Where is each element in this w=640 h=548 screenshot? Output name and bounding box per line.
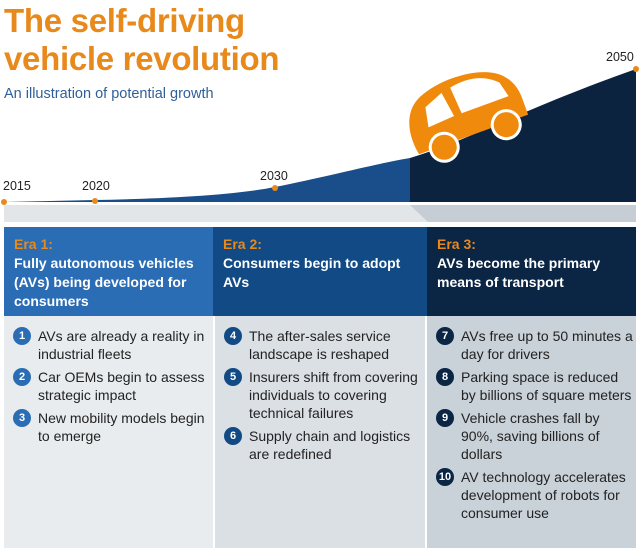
title-line-2: vehicle revolution	[4, 40, 280, 77]
era-description: Consumers begin to adopt AVs	[223, 255, 401, 290]
era-label: Era 2:	[223, 236, 262, 252]
point-2015	[1, 199, 7, 205]
list-item-text: Vehicle crashes fall by 90%, saving bill…	[461, 410, 600, 462]
title-line-1: The self-driving	[4, 2, 245, 39]
year-label: 2030	[260, 169, 288, 183]
era3-curve-area	[410, 69, 636, 202]
list-item-text: Supply chain and logistics are redefined	[249, 428, 411, 462]
list-item-text: AVs are already a reality in industrial …	[38, 328, 205, 362]
list-item: 8 Parking space is reduced by billions of…	[436, 368, 633, 404]
number-badge: 6	[224, 427, 242, 445]
point-2050	[633, 66, 639, 72]
era3-header: Era 3: AVs become the primary means of tr…	[427, 227, 636, 316]
list-item: 1 AVs are already a reality in industrial…	[13, 327, 210, 363]
era1-header: Era 1: Fully autonomous vehicles (AVs) be…	[4, 227, 213, 316]
era-label: Era 3:	[437, 236, 476, 252]
number-badge: 5	[224, 368, 242, 386]
number-badge: 8	[436, 368, 454, 386]
growth-curve-chart	[1, 66, 639, 222]
subtitle: An illustration of potential growth	[4, 86, 214, 102]
list-item-text: Insurers shift from covering individuals…	[249, 369, 418, 421]
list-item-text: New mobility models begin to emerge	[38, 410, 205, 444]
timeline-strip-shade	[410, 205, 636, 222]
list-item-text: AV technology accelerates development of…	[461, 469, 626, 521]
era2-list: 4 The after-sales service landscape is re…	[215, 316, 425, 548]
number-badge: 7	[436, 327, 454, 345]
list-item: 9 Vehicle crashes fall by 90%, saving bil…	[436, 409, 633, 463]
point-2020	[92, 198, 98, 204]
era-label: Era 1:	[14, 236, 53, 252]
list-item: 2 Car OEMs begin to assess strategic impa…	[13, 368, 210, 404]
list-item: 10 AV technology accelerates development …	[436, 468, 633, 522]
era2-header: Era 2: Consumers begin to adopt AVs	[213, 227, 427, 316]
number-badge: 3	[13, 409, 31, 427]
year-label: 2015	[3, 179, 31, 193]
list-item: 7 AVs free up to 50 minutes a day for dri…	[436, 327, 633, 363]
number-badge: 10	[436, 468, 454, 486]
year-label: 2050	[606, 50, 634, 64]
era-description: AVs become the primary means of transpor…	[437, 255, 601, 290]
era3-list: 7 AVs free up to 50 minutes a day for dri…	[427, 316, 636, 548]
list-item: 6 Supply chain and logistics are redefine…	[224, 427, 422, 463]
page-title: The self-driving vehicle revolution	[4, 2, 279, 78]
era2-curve-area	[4, 158, 410, 202]
number-badge: 4	[224, 327, 242, 345]
point-2030	[272, 185, 278, 191]
list-item-text: Parking space is reduced by billions of …	[461, 369, 632, 403]
car-icon	[409, 72, 529, 163]
year-label: 2020	[82, 179, 110, 193]
era-description: Fully autonomous vehicles (AVs) being de…	[14, 255, 194, 309]
number-badge: 1	[13, 327, 31, 345]
list-item-text: The after-sales service landscape is res…	[249, 328, 391, 362]
list-item: 3 New mobility models begin to emerge	[13, 409, 210, 445]
list-item: 4 The after-sales service landscape is re…	[224, 327, 422, 363]
era1-list: 1 AVs are already a reality in industrial…	[4, 316, 213, 548]
list-item-text: Car OEMs begin to assess strategic impac…	[38, 369, 205, 403]
number-badge: 2	[13, 368, 31, 386]
number-badge: 9	[436, 409, 454, 427]
list-item-text: AVs free up to 50 minutes a day for driv…	[461, 328, 633, 362]
list-item: 5 Insurers shift from covering individual…	[224, 368, 422, 422]
